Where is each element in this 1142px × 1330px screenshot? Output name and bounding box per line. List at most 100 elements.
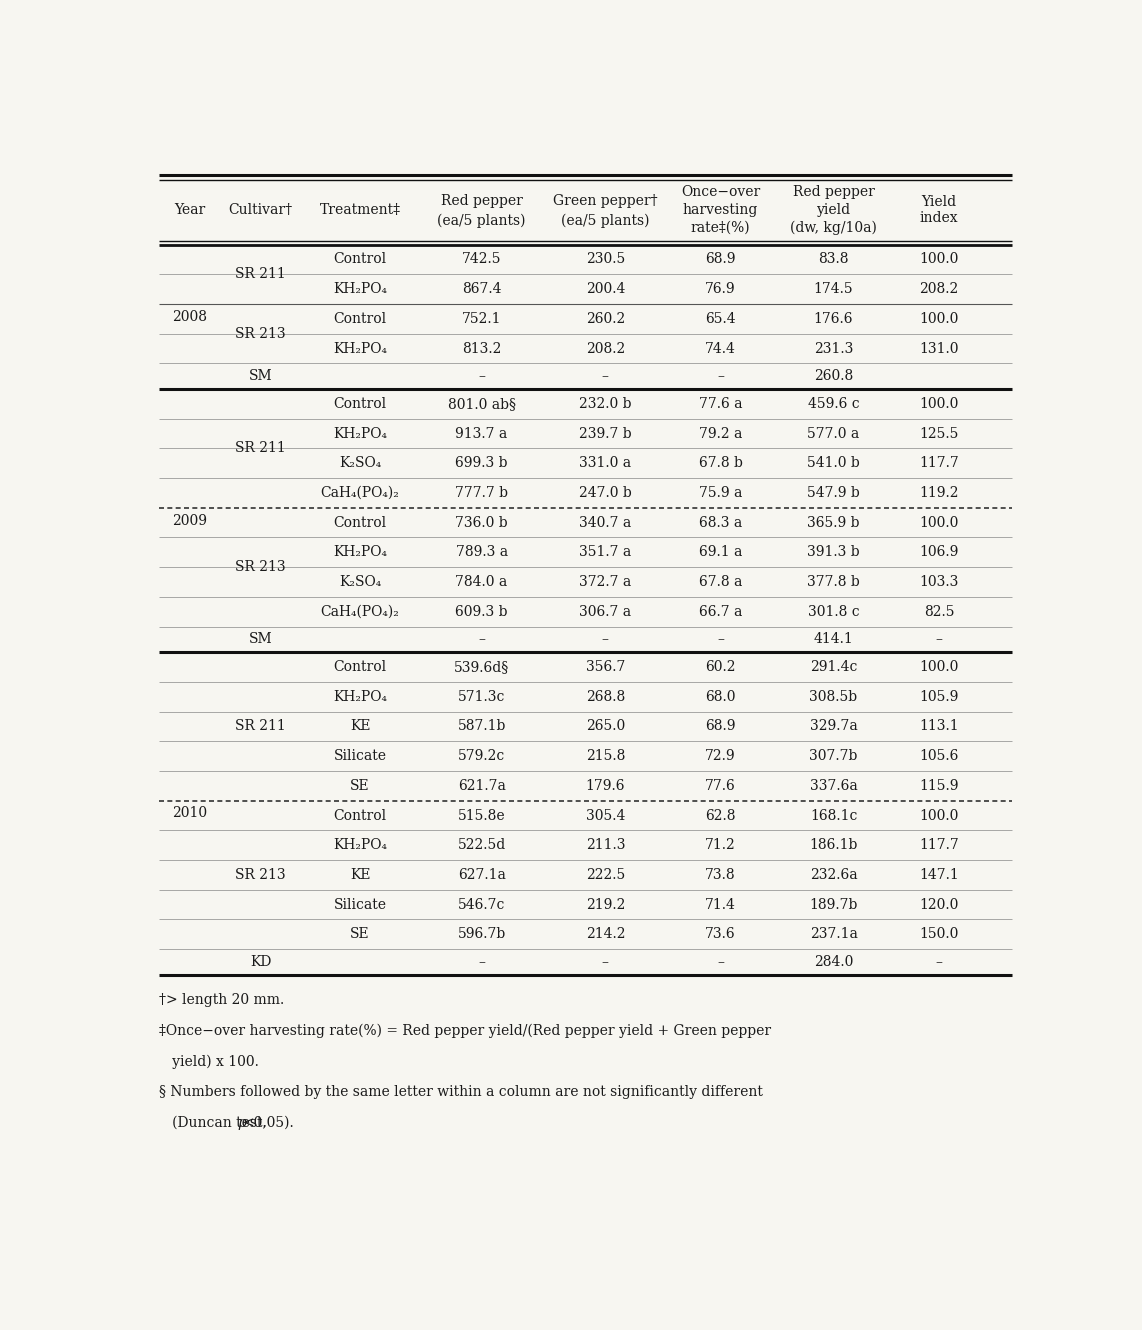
Text: 789.3 a: 789.3 a <box>456 545 508 560</box>
Text: K₂SO₄: K₂SO₄ <box>339 575 381 589</box>
Text: 230.5: 230.5 <box>586 253 625 266</box>
Text: SR 211: SR 211 <box>235 720 286 733</box>
Text: 150.0: 150.0 <box>919 927 958 942</box>
Text: Control: Control <box>333 516 387 529</box>
Text: § Numbers followed by the same letter within a column are not significantly diff: § Numbers followed by the same letter wi… <box>159 1085 763 1100</box>
Text: 208.2: 208.2 <box>586 342 625 355</box>
Text: 546.7c: 546.7c <box>458 898 505 911</box>
Text: (dw, kg/10a): (dw, kg/10a) <box>790 221 877 235</box>
Text: 742.5: 742.5 <box>461 253 501 266</box>
Text: –: – <box>602 632 609 646</box>
Text: 913.7 a: 913.7 a <box>456 427 508 440</box>
Text: 131.0: 131.0 <box>919 342 958 355</box>
Text: 736.0 b: 736.0 b <box>456 516 508 529</box>
Text: 179.6: 179.6 <box>586 779 625 793</box>
Text: yield) x 100.: yield) x 100. <box>159 1055 258 1069</box>
Text: 752.1: 752.1 <box>461 311 501 326</box>
Text: 247.0 b: 247.0 b <box>579 485 632 500</box>
Text: 76.9: 76.9 <box>706 282 735 297</box>
Text: 67.8 b: 67.8 b <box>699 456 742 471</box>
Text: 308.5b: 308.5b <box>810 690 858 704</box>
Text: 459.6 c: 459.6 c <box>807 396 860 411</box>
Text: 222.5: 222.5 <box>586 868 625 882</box>
Text: 208.2: 208.2 <box>919 282 958 297</box>
Text: 186.1b: 186.1b <box>810 838 858 853</box>
Text: 239.7 b: 239.7 b <box>579 427 632 440</box>
Text: 189.7b: 189.7b <box>810 898 858 911</box>
Text: p: p <box>238 1116 247 1130</box>
Text: 100.0: 100.0 <box>919 660 958 674</box>
Text: CaH₄(PO₄)₂: CaH₄(PO₄)₂ <box>321 485 400 500</box>
Text: SR 213: SR 213 <box>235 868 286 882</box>
Text: 74.4: 74.4 <box>705 342 735 355</box>
Text: <0.05).: <0.05). <box>242 1116 295 1130</box>
Text: 301.8 c: 301.8 c <box>807 605 860 618</box>
Text: 577.0 a: 577.0 a <box>807 427 860 440</box>
Text: (ea/5 plants): (ea/5 plants) <box>561 213 650 227</box>
Text: 260.8: 260.8 <box>814 370 853 383</box>
Text: 176.6: 176.6 <box>814 311 853 326</box>
Text: 539.6d§: 539.6d§ <box>455 660 509 674</box>
Text: Control: Control <box>333 396 387 411</box>
Text: –: – <box>717 955 724 970</box>
Text: 365.9 b: 365.9 b <box>807 516 860 529</box>
Text: 351.7 a: 351.7 a <box>579 545 632 560</box>
Text: 237.1a: 237.1a <box>810 927 858 942</box>
Text: 77.6: 77.6 <box>705 779 735 793</box>
Text: KD: KD <box>250 955 272 970</box>
Text: 515.8e: 515.8e <box>458 809 506 822</box>
Text: 356.7: 356.7 <box>586 660 625 674</box>
Text: 71.2: 71.2 <box>705 838 735 853</box>
Text: SR 213: SR 213 <box>235 327 286 340</box>
Text: 106.9: 106.9 <box>919 545 958 560</box>
Text: 340.7 a: 340.7 a <box>579 516 632 529</box>
Text: 68.3 a: 68.3 a <box>699 516 742 529</box>
Text: 105.6: 105.6 <box>919 749 958 763</box>
Text: Yield
index: Yield index <box>919 194 958 225</box>
Text: SE: SE <box>351 927 370 942</box>
Text: 71.4: 71.4 <box>705 898 735 911</box>
Text: ‡Once−over harvesting rate(%) = Red pepper yield/(Red pepper yield + Green peppe: ‡Once−over harvesting rate(%) = Red pepp… <box>159 1024 771 1039</box>
Text: 174.5: 174.5 <box>814 282 853 297</box>
Text: 699.3 b: 699.3 b <box>456 456 508 471</box>
Text: 62.8: 62.8 <box>706 809 735 822</box>
Text: Red pepper: Red pepper <box>793 185 875 198</box>
Text: –: – <box>717 632 724 646</box>
Text: 119.2: 119.2 <box>919 485 958 500</box>
Text: 621.7a: 621.7a <box>458 779 506 793</box>
Text: 113.1: 113.1 <box>919 720 959 733</box>
Text: –: – <box>935 955 942 970</box>
Text: 627.1a: 627.1a <box>458 868 506 882</box>
Text: 68.0: 68.0 <box>706 690 735 704</box>
Text: –: – <box>478 955 485 970</box>
Text: 609.3 b: 609.3 b <box>456 605 508 618</box>
Text: Silicate: Silicate <box>333 749 386 763</box>
Text: 115.9: 115.9 <box>919 779 958 793</box>
Text: Once−over: Once−over <box>681 185 761 198</box>
Text: 284.0: 284.0 <box>814 955 853 970</box>
Text: 211.3: 211.3 <box>586 838 625 853</box>
Text: 801.0 ab§: 801.0 ab§ <box>448 396 515 411</box>
Text: –: – <box>602 955 609 970</box>
Text: –: – <box>717 370 724 383</box>
Text: 69.1 a: 69.1 a <box>699 545 742 560</box>
Text: rate‡(%): rate‡(%) <box>691 221 750 235</box>
Text: Year: Year <box>175 202 206 217</box>
Text: 337.6a: 337.6a <box>810 779 858 793</box>
Text: 147.1: 147.1 <box>919 868 959 882</box>
Text: 231.3: 231.3 <box>814 342 853 355</box>
Text: 82.5: 82.5 <box>924 605 955 618</box>
Text: Red pepper: Red pepper <box>441 194 523 207</box>
Text: 547.9 b: 547.9 b <box>807 485 860 500</box>
Text: KH₂PO₄: KH₂PO₄ <box>333 545 387 560</box>
Text: 100.0: 100.0 <box>919 396 958 411</box>
Text: 103.3: 103.3 <box>919 575 958 589</box>
Text: Green pepper†: Green pepper† <box>553 194 658 207</box>
Text: 305.4: 305.4 <box>586 809 625 822</box>
Text: 214.2: 214.2 <box>586 927 625 942</box>
Text: 105.9: 105.9 <box>919 690 958 704</box>
Text: 68.9: 68.9 <box>706 253 735 266</box>
Text: (ea/5 plants): (ea/5 plants) <box>437 213 525 227</box>
Text: 414.1: 414.1 <box>814 632 853 646</box>
Text: 77.6 a: 77.6 a <box>699 396 742 411</box>
